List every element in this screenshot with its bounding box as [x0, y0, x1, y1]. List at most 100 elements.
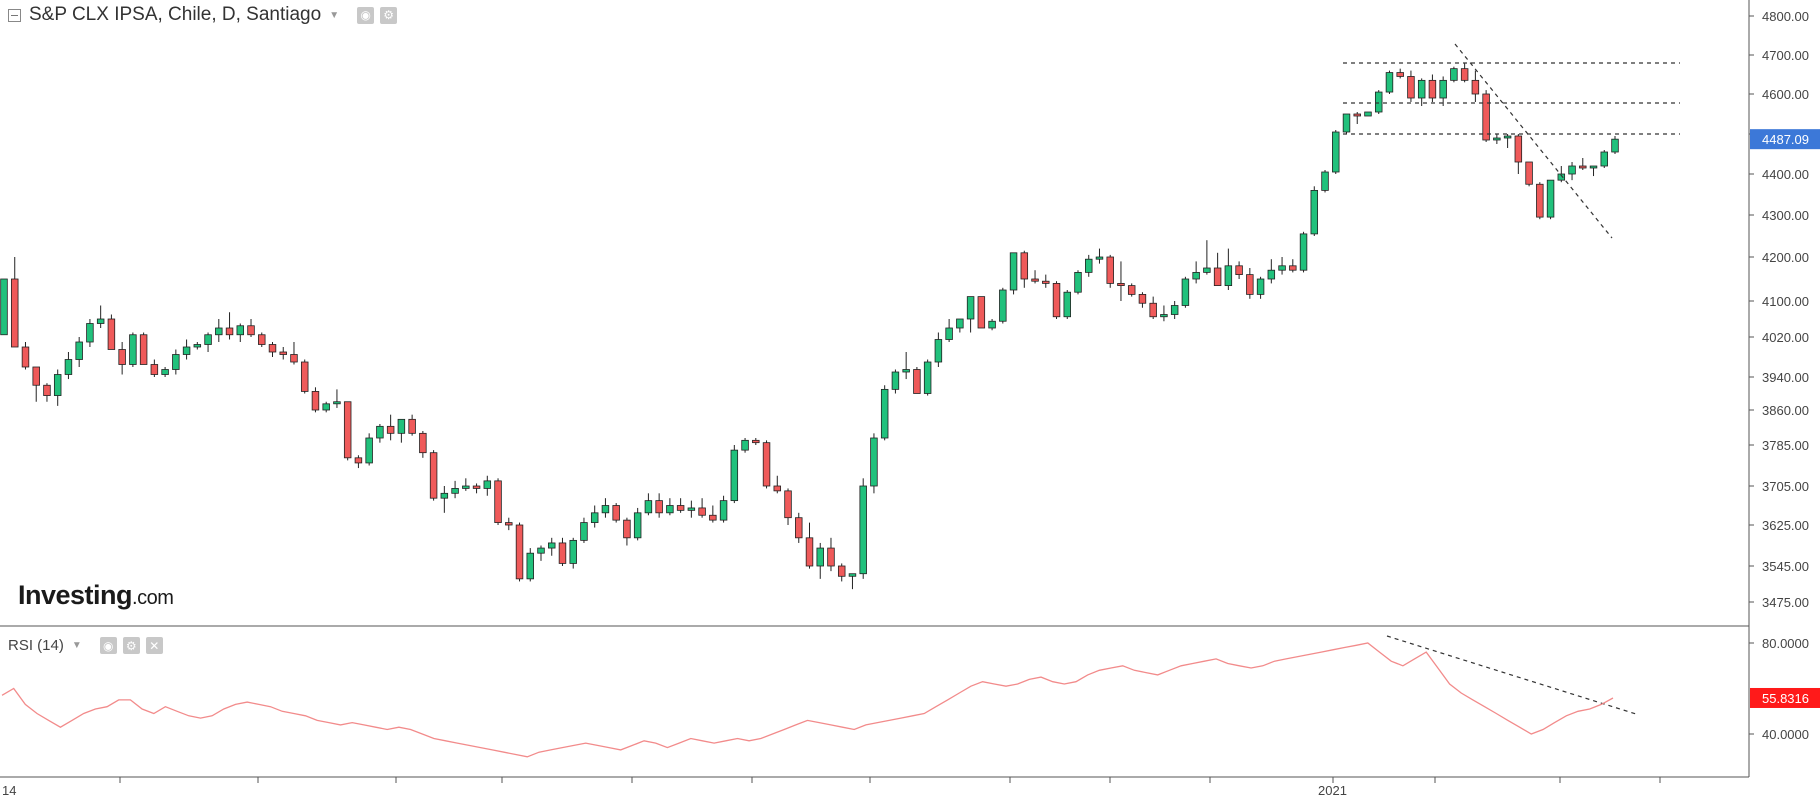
candle-body — [1611, 138, 1619, 153]
price-tick-label: 3785.00 — [1762, 438, 1809, 453]
time-axis-label: 2021 — [1318, 783, 1347, 796]
chart-title: S&P CLX IPSA, Chile, D, Santiago — [29, 4, 322, 25]
candle-body — [139, 334, 148, 365]
candle-body — [644, 500, 653, 514]
candle-body — [966, 296, 975, 320]
caret-down-icon[interactable]: ▼ — [329, 9, 340, 21]
candle-body — [730, 449, 739, 502]
candle-body — [343, 401, 352, 459]
rsi-line — [1, 642, 1614, 758]
candle-body — [1246, 274, 1254, 295]
candle-body — [1031, 278, 1039, 282]
candle-body — [1203, 267, 1211, 273]
candle-body — [1192, 271, 1200, 280]
candle-body — [215, 327, 223, 336]
eye-icon[interactable]: ◉ — [99, 637, 117, 654]
investing-logo: Investing.com — [18, 580, 174, 611]
price-tick-label: 3940.00 — [1762, 370, 1809, 385]
candle-body — [75, 341, 83, 360]
candle-body — [408, 418, 416, 434]
candle-body — [1557, 173, 1566, 181]
candle-body — [64, 359, 73, 375]
candle-body — [601, 505, 610, 514]
candle-body — [945, 327, 953, 340]
candle-body — [290, 354, 298, 363]
eye-icon[interactable]: ◉ — [357, 6, 375, 24]
candle-body — [182, 346, 191, 355]
minus-square-icon[interactable] — [8, 8, 21, 22]
candle-body — [333, 401, 341, 405]
candle-body — [354, 457, 363, 464]
candle-body — [365, 437, 373, 464]
candle-body — [300, 361, 309, 392]
price-tick-label: 4300.00 — [1762, 208, 1809, 223]
candle-body — [1235, 265, 1243, 275]
candle-body — [505, 522, 513, 526]
candle-body — [752, 439, 760, 444]
candle-body — [923, 361, 932, 394]
candle-body — [0, 278, 8, 336]
candle-body — [1417, 79, 1426, 99]
candle-body — [548, 542, 556, 549]
candle-body — [633, 512, 642, 539]
candle-body — [1106, 256, 1114, 284]
candle-body — [86, 323, 94, 343]
candle-body — [494, 480, 502, 523]
gear-icon[interactable]: ⚙ — [122, 637, 140, 654]
candle-body — [569, 539, 577, 564]
price-tick-label: 4100.00 — [1762, 294, 1809, 309]
rsi-tick-label: 40.0000 — [1762, 727, 1809, 742]
rsi-last-value-badge — [1750, 687, 1820, 708]
candle-body — [1450, 68, 1458, 81]
candle-body — [773, 485, 782, 492]
main-legend: S&P CLX IPSA, Chile, D, Santiago ▼ ◉ ⚙ — [8, 4, 398, 26]
candle-body — [1278, 265, 1286, 271]
candle-body — [21, 346, 30, 368]
candle-body — [515, 524, 524, 580]
candle-body — [1374, 91, 1383, 113]
candle-body — [612, 505, 620, 521]
caret-down-icon[interactable]: ▼ — [71, 640, 82, 651]
candle-body — [741, 439, 749, 451]
rsi-tick-label: 80.0000 — [1762, 636, 1809, 651]
candle-body — [1310, 189, 1319, 235]
candle-body — [1009, 252, 1018, 291]
candle-body — [236, 325, 245, 336]
candle-body — [150, 364, 159, 375]
candle-body — [322, 403, 330, 411]
candle-body — [1020, 252, 1029, 280]
close-icon[interactable]: ✕ — [145, 637, 163, 654]
candle-body — [1493, 137, 1501, 141]
last-price-label: 4487.09 — [1762, 132, 1809, 147]
candle-body — [1546, 179, 1555, 218]
candle-body — [1460, 68, 1469, 81]
price-tick-label: 4700.00 — [1762, 48, 1809, 63]
rsi-trendline — [1386, 635, 1637, 715]
candle-body — [816, 547, 824, 567]
candle-body — [1589, 165, 1598, 169]
candle-body — [698, 507, 706, 516]
gear-icon[interactable]: ⚙ — [380, 6, 398, 24]
price-tick-label: 4800.00 — [1762, 9, 1809, 24]
logo-main-text: Investing — [18, 580, 133, 610]
candle-body — [247, 325, 255, 336]
time-axis-label: 14 — [2, 783, 16, 796]
price-tick-label: 3625.00 — [1762, 518, 1809, 533]
price-tick-label: 4400.00 — [1762, 167, 1809, 182]
candle-body — [1181, 278, 1190, 306]
candle-body — [1213, 267, 1222, 287]
candle-body — [11, 278, 19, 348]
candle-body — [204, 334, 212, 345]
candle-body — [1471, 79, 1480, 95]
candle-body — [129, 334, 137, 365]
candle-body — [483, 480, 492, 489]
candle-body — [472, 485, 481, 489]
candle-body — [1256, 278, 1265, 295]
candle-body — [580, 522, 588, 541]
candle-body — [666, 505, 674, 514]
candle-body — [429, 452, 438, 499]
candle-body — [1074, 271, 1082, 293]
candle-body — [1321, 171, 1329, 191]
